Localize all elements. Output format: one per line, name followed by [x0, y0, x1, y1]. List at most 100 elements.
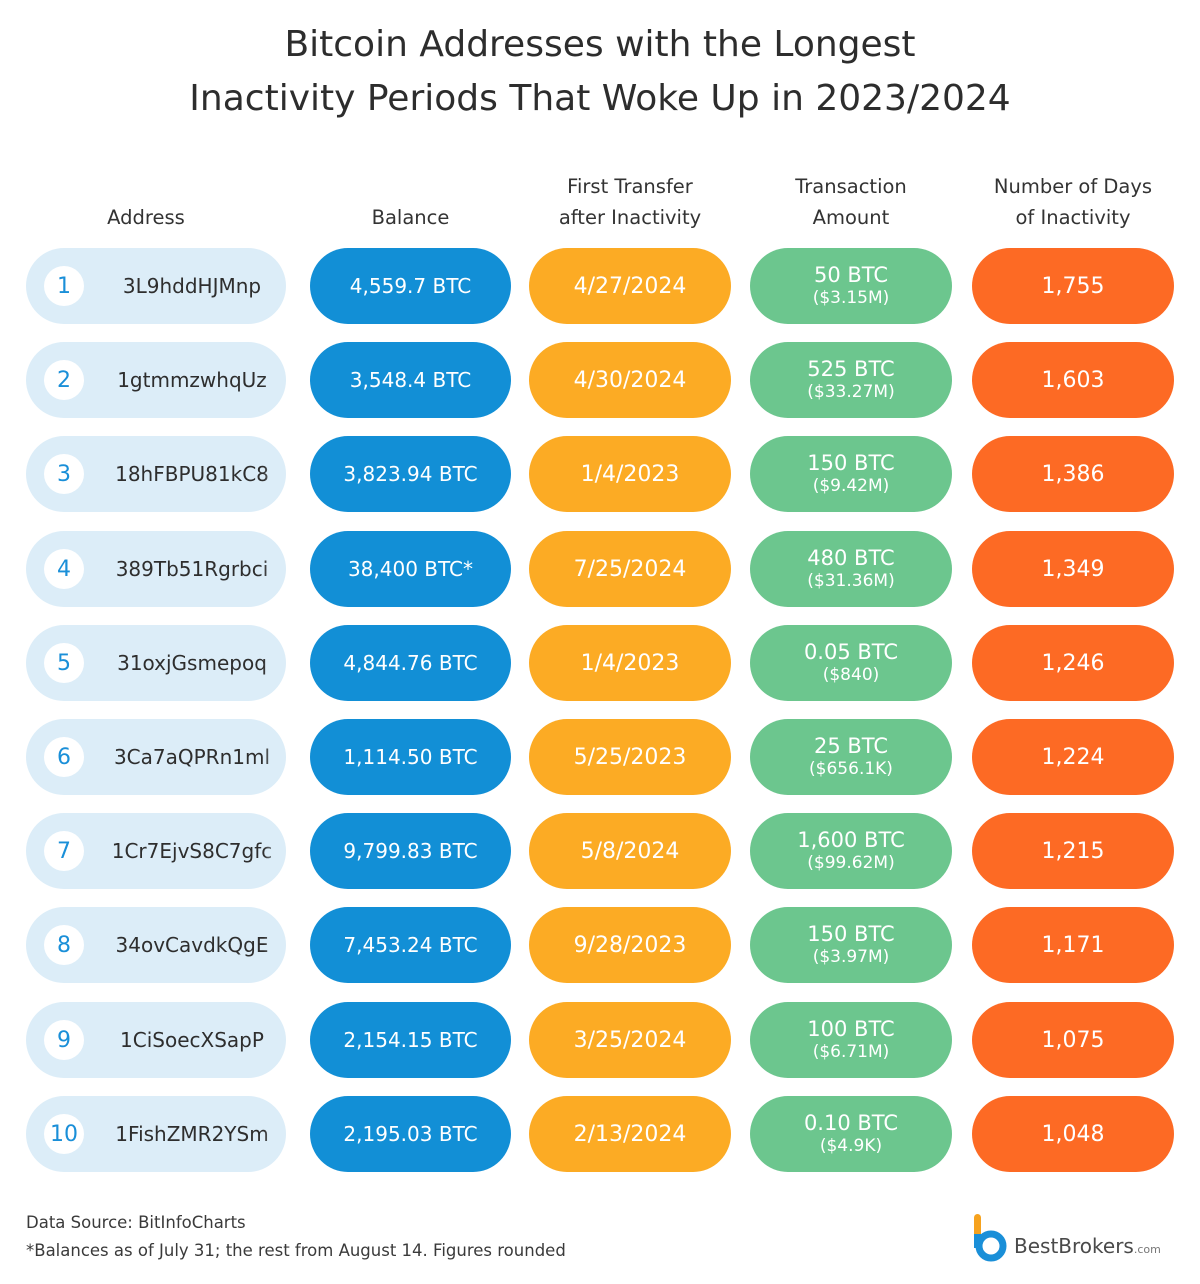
first-transfer-cell: 4/27/2024: [529, 248, 731, 324]
amount-usd: ($656.1K): [809, 759, 893, 779]
first-transfer-cell: 1/4/2023: [529, 436, 731, 512]
table-row: 7 1Cr7EjvS8C7gfc 9,799.83 BTC 5/8/2024 1,600…: [0, 813, 1200, 889]
column-header-balance: Balance: [310, 202, 511, 233]
footnote: *Balances as of July 31; the rest from A…: [26, 1241, 566, 1260]
balance-cell: 2,154.15 BTC: [310, 1002, 511, 1078]
amount-usd: ($9.42M): [812, 476, 890, 496]
brand-suffix: .com: [1133, 1243, 1161, 1256]
brand-name-text: BestBrokers: [1014, 1234, 1134, 1258]
column-header-first-transfer: First Transfer after Inactivity: [529, 171, 731, 233]
table-row: 1 3L9hddHJMnp 4,559.7 BTC 4/27/2024 50 BTC ($…: [0, 248, 1200, 324]
address-cell: 9 1CiSoecXSapP: [26, 1002, 286, 1078]
days-cell: 1,224: [972, 719, 1174, 795]
days-cell: 1,349: [972, 531, 1174, 607]
balance-cell: 1,114.50 BTC: [310, 719, 511, 795]
rank-badge: 7: [44, 831, 84, 871]
amount-usd: ($33.27M): [807, 382, 895, 402]
address-text: 1FishZMR2YSm: [115, 1122, 269, 1146]
first-transfer-cell: 5/8/2024: [529, 813, 731, 889]
amount-cell: 100 BTC ($6.71M): [750, 1002, 952, 1078]
column-header-amount: Transaction Amount: [750, 171, 952, 233]
days-cell: 1,246: [972, 625, 1174, 701]
amount-btc: 150 BTC: [807, 451, 895, 475]
balance-cell: 4,844.76 BTC: [310, 625, 511, 701]
amount-usd: ($840): [822, 665, 880, 685]
amount-btc: 0.05 BTC: [803, 640, 899, 664]
address-cell: 10 1FishZMR2YSm: [26, 1096, 286, 1172]
rank-badge: 9: [44, 1020, 84, 1060]
rank-badge: 2: [44, 360, 84, 400]
column-header-days-line-2: of Inactivity: [1015, 206, 1131, 229]
address-cell: 6 3Ca7aQPRn1ml: [26, 719, 286, 795]
rank-badge: 3: [44, 454, 84, 494]
brand-name: BestBrokers.com: [1014, 1234, 1161, 1258]
amount-btc: 480 BTC: [807, 546, 895, 570]
amount-btc: 1,600 BTC: [797, 828, 905, 852]
balance-cell: 3,823.94 BTC: [310, 436, 511, 512]
balance-cell: 2,195.03 BTC: [310, 1096, 511, 1172]
amount-btc: 50 BTC: [813, 263, 889, 287]
bestbrokers-logo-icon: [974, 1214, 1007, 1262]
days-cell: 1,048: [972, 1096, 1174, 1172]
table-row: 6 3Ca7aQPRn1ml 1,114.50 BTC 5/25/2023 25 BTC…: [0, 719, 1200, 795]
rank-badge: 10: [44, 1114, 84, 1154]
amount-cell: 1,600 BTC ($99.62M): [750, 813, 952, 889]
table-row: 8 34ovCavdkQgE 7,453.24 BTC 9/28/2023 150 BT…: [0, 907, 1200, 983]
address-text: 3Ca7aQPRn1ml: [113, 745, 271, 769]
rank-badge: 5: [44, 643, 84, 683]
amount-cell: 0.05 BTC ($840): [750, 625, 952, 701]
amount-usd: ($6.71M): [812, 1042, 890, 1062]
address-cell: 5 31oxjGsmepoq: [26, 625, 286, 701]
amount-usd: ($3.15M): [812, 288, 890, 308]
amount-cell: 150 BTC ($9.42M): [750, 436, 952, 512]
amount-btc: 525 BTC: [807, 357, 895, 381]
column-header-days-line-1: Number of Days: [993, 175, 1153, 198]
rank-badge: 1: [44, 266, 84, 306]
days-cell: 1,603: [972, 342, 1174, 418]
column-header-days: Number of Days of Inactivity: [972, 171, 1174, 233]
column-header-address: Address: [26, 202, 266, 233]
address-text: 34ovCavdkQgE: [115, 933, 269, 957]
column-header-balance-label: Balance: [371, 206, 450, 229]
balance-cell: 7,453.24 BTC: [310, 907, 511, 983]
days-cell: 1,755: [972, 248, 1174, 324]
days-cell: 1,386: [972, 436, 1174, 512]
table-row: 3 18hFBPU81kC8 3,823.94 BTC 1/4/2023 150 BTC…: [0, 436, 1200, 512]
days-cell: 1,171: [972, 907, 1174, 983]
amount-usd: ($4.9K): [819, 1136, 883, 1156]
table-row: 5 31oxjGsmepoq 4,844.76 BTC 1/4/2023 0.05 BT…: [0, 625, 1200, 701]
amount-usd: ($99.62M): [807, 853, 895, 873]
title-line-1: Bitcoin Addresses with the Longest: [284, 24, 916, 65]
days-cell: 1,075: [972, 1002, 1174, 1078]
first-transfer-cell: 9/28/2023: [529, 907, 731, 983]
address-cell: 7 1Cr7EjvS8C7gfc: [26, 813, 286, 889]
amount-cell: 25 BTC ($656.1K): [750, 719, 952, 795]
data-source-note: Data Source: BitInfoCharts: [26, 1213, 246, 1232]
column-header-amount-line-2: Amount: [812, 206, 890, 229]
address-cell: 8 34ovCavdkQgE: [26, 907, 286, 983]
column-header-amount-line-1: Transaction: [795, 175, 907, 198]
balance-cell: 3,548.4 BTC: [310, 342, 511, 418]
address-cell: 1 3L9hddHJMnp: [26, 248, 286, 324]
first-transfer-cell: 2/13/2024: [529, 1096, 731, 1172]
days-cell: 1,215: [972, 813, 1174, 889]
rank-badge: 4: [44, 549, 84, 589]
table-row: 9 1CiSoecXSapP 2,154.15 BTC 3/25/2024 100 BT…: [0, 1002, 1200, 1078]
address-text: 389Tb51Rgrbci: [115, 557, 269, 581]
amount-usd: ($31.36M): [807, 571, 895, 591]
address-cell: 4 389Tb51Rgrbci: [26, 531, 286, 607]
amount-cell: 0.10 BTC ($4.9K): [750, 1096, 952, 1172]
amount-btc: 150 BTC: [807, 922, 895, 946]
title-line-2: Inactivity Periods That Woke Up in 2023/…: [189, 78, 1011, 119]
amount-cell: 480 BTC ($31.36M): [750, 531, 952, 607]
amount-usd: ($3.97M): [812, 947, 890, 967]
first-transfer-cell: 3/25/2024: [529, 1002, 731, 1078]
address-cell: 3 18hFBPU81kC8: [26, 436, 286, 512]
table-row: 10 1FishZMR2YSm 2,195.03 BTC 2/13/2024 0.10 …: [0, 1096, 1200, 1172]
address-text: 31oxjGsmepoq: [117, 651, 267, 675]
column-header-first-transfer-line-1: First Transfer: [567, 175, 693, 198]
rank-badge: 6: [44, 737, 84, 777]
column-header-first-transfer-line-2: after Inactivity: [558, 206, 702, 229]
column-header-address-label: Address: [107, 206, 185, 229]
address-text: 1CiSoecXSapP: [120, 1028, 264, 1052]
